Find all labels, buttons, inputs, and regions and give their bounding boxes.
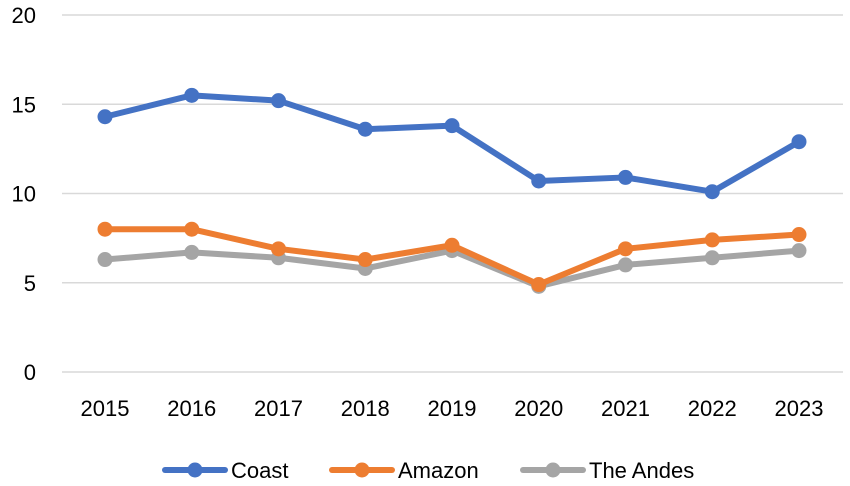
legend-swatch-marker <box>354 462 370 478</box>
data-point <box>791 227 807 243</box>
x-tick-label: 2016 <box>167 396 216 421</box>
data-point <box>704 184 720 200</box>
data-point <box>271 241 286 257</box>
data-point <box>357 121 373 137</box>
x-tick-label: 2021 <box>601 396 650 421</box>
legend-label: Amazon <box>398 458 479 483</box>
y-tick-label: 5 <box>24 271 36 296</box>
x-tick-label: 2022 <box>688 396 737 421</box>
legend-swatch-marker <box>187 462 203 478</box>
legend-item-amazon: Amazon <box>329 458 479 483</box>
x-tick-label: 2020 <box>514 396 563 421</box>
x-tick-label: 2017 <box>254 396 303 421</box>
data-point <box>531 277 547 293</box>
y-tick-label: 10 <box>12 182 36 207</box>
y-axis-ticks: 0 5 10 15 20 <box>12 3 36 385</box>
x-tick-label: 2018 <box>341 396 390 421</box>
data-point <box>97 252 113 268</box>
data-point <box>271 93 286 109</box>
series-lines <box>97 87 807 294</box>
y-tick-label: 20 <box>12 3 36 28</box>
data-point <box>184 221 200 237</box>
data-point <box>184 87 200 103</box>
data-point <box>184 244 200 260</box>
data-point <box>791 243 807 259</box>
y-tick-label: 0 <box>24 360 36 385</box>
data-point <box>357 252 373 268</box>
data-point <box>531 173 547 189</box>
y-tick-label: 15 <box>12 92 36 117</box>
legend-label: Coast <box>231 458 288 483</box>
data-point <box>791 134 807 150</box>
legend-swatch-marker <box>545 462 561 478</box>
data-point <box>97 221 113 237</box>
x-axis-ticks: 2015 2016 2017 2018 2019 2020 2021 2022 2023 <box>81 396 824 421</box>
x-tick-label: 2023 <box>775 396 824 421</box>
x-tick-label: 2019 <box>428 396 477 421</box>
data-point <box>704 232 720 248</box>
series-line <box>102 92 802 195</box>
series-amazon <box>97 221 807 293</box>
legend: Coast Amazon The Andes <box>162 458 694 483</box>
series-coast <box>97 87 807 200</box>
data-point <box>97 109 113 125</box>
data-point <box>618 257 633 273</box>
legend-item-the-andes: The Andes <box>520 458 694 483</box>
x-tick-label: 2015 <box>81 396 130 421</box>
data-point <box>444 237 460 253</box>
legend-item-coast: Coast <box>162 458 288 483</box>
data-point <box>704 250 720 266</box>
data-point <box>444 118 460 134</box>
gridlines <box>62 14 843 373</box>
legend-label: The Andes <box>589 458 694 483</box>
data-point <box>618 169 633 185</box>
data-point <box>618 241 633 257</box>
